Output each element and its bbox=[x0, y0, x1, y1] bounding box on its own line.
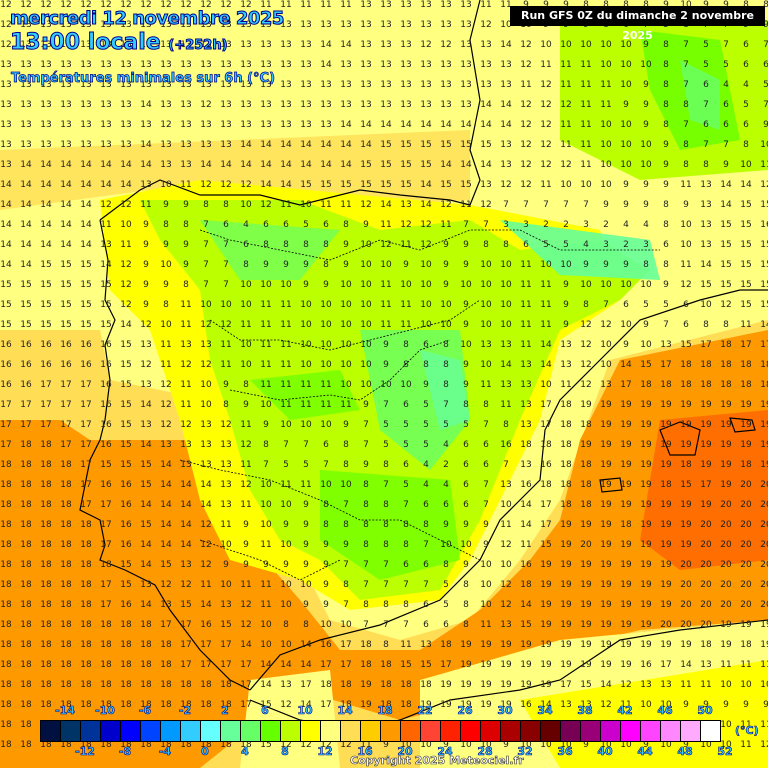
legend-swatch bbox=[701, 721, 720, 741]
legend-swatch bbox=[101, 721, 121, 741]
legend-swatch bbox=[381, 721, 401, 741]
legend-swatch bbox=[361, 721, 381, 741]
legend-swatch bbox=[61, 721, 81, 741]
legend-label-bottom: 28 bbox=[477, 745, 493, 759]
legend-swatch bbox=[181, 721, 201, 741]
legend-swatch bbox=[41, 721, 61, 741]
legend-swatch bbox=[621, 721, 641, 741]
legend-swatch bbox=[441, 721, 461, 741]
legend-label-bottom: -12 bbox=[75, 745, 95, 759]
variable-title: Températures minimales sur 6h (°C) bbox=[11, 71, 276, 87]
forecast-date: mercredi 12 novembre 2025 bbox=[10, 8, 285, 30]
legend-swatch bbox=[81, 721, 101, 741]
legend-swatch bbox=[561, 721, 581, 741]
color-legend bbox=[40, 720, 721, 742]
legend-label-top: 10 bbox=[297, 704, 313, 718]
legend-swatch bbox=[641, 721, 661, 741]
legend-label-bottom: 40 bbox=[597, 745, 613, 759]
legend-label-bottom: 44 bbox=[637, 745, 653, 759]
legend-swatch bbox=[481, 721, 501, 741]
legend-swatch bbox=[221, 721, 241, 741]
legend-swatch bbox=[141, 721, 161, 741]
legend-swatch bbox=[661, 721, 681, 741]
legend-swatch bbox=[401, 721, 421, 741]
legend-label-top: 6 bbox=[261, 704, 269, 718]
legend-label-bottom: -4 bbox=[158, 745, 172, 759]
legend-swatch bbox=[421, 721, 441, 741]
legend-swatch bbox=[521, 721, 541, 741]
legend-label-top: 30 bbox=[497, 704, 513, 718]
legend-label-top: -10 bbox=[95, 704, 115, 718]
copyright: Copyright 2025 Meteociel.fr bbox=[350, 754, 524, 768]
legend-swatch bbox=[501, 721, 521, 741]
legend-unit: (°C) bbox=[735, 724, 759, 738]
legend-swatch bbox=[541, 721, 561, 741]
legend-swatch bbox=[321, 721, 341, 741]
legend-label-top: 50 bbox=[697, 704, 713, 718]
legend-label-bottom: 24 bbox=[437, 745, 453, 759]
legend-label-bottom: 32 bbox=[517, 745, 533, 759]
legend-label-top: 2 bbox=[221, 704, 229, 718]
legend-label-bottom: 16 bbox=[357, 745, 373, 759]
legend-label-bottom: 4 bbox=[241, 745, 249, 759]
forecast-time-label: 13:00 locale bbox=[10, 30, 162, 56]
legend-swatch bbox=[161, 721, 181, 741]
legend-swatch bbox=[601, 721, 621, 741]
legend-label-top: 46 bbox=[657, 704, 673, 718]
legend-label-bottom: 8 bbox=[281, 745, 289, 759]
legend-label-top: -2 bbox=[178, 704, 192, 718]
legend-label-top: 26 bbox=[457, 704, 473, 718]
legend-label-top: 34 bbox=[537, 704, 553, 718]
legend-label-bottom: 20 bbox=[397, 745, 413, 759]
legend-swatch bbox=[301, 721, 321, 741]
legend-label-bottom: -8 bbox=[118, 745, 132, 759]
legend-label-top: -14 bbox=[55, 704, 75, 718]
legend-label-bottom: 36 bbox=[557, 745, 573, 759]
legend-label-top: 42 bbox=[617, 704, 633, 718]
legend-label-top: 22 bbox=[417, 704, 433, 718]
legend-swatch bbox=[461, 721, 481, 741]
legend-label-bottom: 52 bbox=[717, 745, 733, 759]
legend-swatch bbox=[261, 721, 281, 741]
legend-swatch bbox=[281, 721, 301, 741]
legend-swatch bbox=[121, 721, 141, 741]
legend-swatch bbox=[581, 721, 601, 741]
run-info: Run GFS 0Z du dimanche 2 novembre 2025 bbox=[510, 6, 765, 42]
legend-label-bottom: 12 bbox=[317, 745, 333, 759]
legend-swatch bbox=[241, 721, 261, 741]
legend-label-top: 18 bbox=[377, 704, 393, 718]
legend-swatch bbox=[201, 721, 221, 741]
legend-label-bottom: 48 bbox=[677, 745, 693, 759]
legend-swatch bbox=[681, 721, 701, 741]
legend-swatch bbox=[341, 721, 361, 741]
legend-label-top: 38 bbox=[577, 704, 593, 718]
legend-label-top: 14 bbox=[337, 704, 353, 718]
forecast-time: 13:00 locale (+252h) bbox=[10, 30, 229, 56]
forecast-offset: (+252h) bbox=[168, 38, 228, 54]
legend-label-top: -6 bbox=[138, 704, 152, 718]
legend-label-bottom: 0 bbox=[201, 745, 209, 759]
